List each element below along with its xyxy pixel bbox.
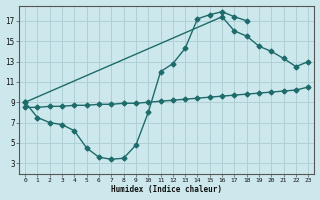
X-axis label: Humidex (Indice chaleur): Humidex (Indice chaleur) (111, 185, 222, 194)
